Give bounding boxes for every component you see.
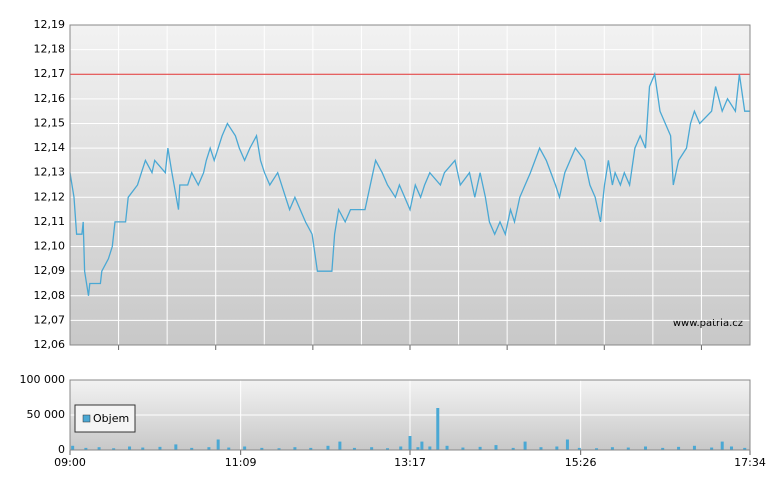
volume-bar — [386, 448, 390, 450]
volume-bar — [190, 447, 194, 450]
volume-bar — [461, 447, 465, 450]
x-tick-label: 15:26 — [565, 456, 597, 469]
volume-bar — [729, 446, 733, 450]
volume-bar — [416, 447, 420, 450]
volume-bar — [511, 447, 515, 450]
volume-bar — [595, 448, 599, 450]
y-tick-label: 12,06 — [34, 338, 66, 351]
volume-bar — [720, 441, 724, 450]
volume-bar — [174, 444, 178, 450]
x-tick-label: 11:09 — [225, 456, 257, 469]
y-tick-label: 12,14 — [34, 141, 66, 154]
volume-bar — [539, 447, 543, 450]
y-tick-label: 12,15 — [34, 116, 66, 129]
y-tick-label: 0 — [58, 443, 65, 456]
y-tick-label: 12,08 — [34, 289, 66, 302]
y-tick-label: 12,18 — [34, 43, 66, 56]
volume-bar — [710, 447, 714, 450]
legend-swatch — [82, 414, 91, 423]
volume-bar — [523, 441, 527, 450]
volume-bar — [243, 446, 247, 450]
volume-bar — [565, 439, 569, 450]
y-tick-label: 12,09 — [34, 264, 66, 277]
y-tick-label: 12,19 — [34, 18, 66, 31]
y-tick-label: 12,16 — [34, 92, 66, 105]
volume-bar — [158, 446, 162, 450]
plot-frame — [69, 24, 751, 346]
volume-bar — [128, 446, 132, 450]
watermark: www.patria.cz — [673, 318, 743, 329]
y-tick-label: 12,07 — [34, 313, 66, 326]
volume-bar — [370, 447, 374, 450]
volume-bar — [326, 445, 330, 450]
x-tick-label: 09:00 — [54, 456, 86, 469]
volume-bar — [478, 446, 482, 450]
volume-bar — [626, 447, 630, 450]
volume-bar — [420, 441, 424, 450]
volume-bar — [84, 447, 88, 450]
volume-bar — [661, 447, 665, 450]
volume-bar — [97, 447, 101, 450]
y-tick-label: 12,11 — [34, 215, 66, 228]
volume-bar — [436, 408, 440, 450]
volume-bar — [555, 446, 559, 450]
volume-bar — [227, 447, 231, 450]
y-tick-label: 12,12 — [34, 190, 66, 203]
y-tick-label: 12,17 — [34, 67, 66, 80]
volume-bar — [677, 446, 681, 450]
y-tick-label: 12,13 — [34, 166, 66, 179]
volume-bar — [338, 441, 342, 450]
volume-bar — [71, 445, 75, 450]
volume-bar — [216, 439, 220, 450]
volume-bar — [743, 447, 747, 450]
y-tick-label: 12,10 — [34, 240, 66, 253]
volume-bar — [445, 445, 449, 450]
volume-bar — [494, 445, 498, 450]
volume-bar — [352, 447, 356, 450]
price-line — [69, 71, 750, 296]
volume-bar — [610, 447, 614, 450]
volume-bar — [277, 448, 281, 450]
volume-bar — [692, 445, 696, 450]
legend-label: Objem — [93, 412, 129, 425]
y-tick-label: 100 000 — [20, 373, 66, 386]
y-tick-label: 50 000 — [27, 408, 66, 421]
volume-bar — [399, 446, 403, 450]
x-tick-label: 13:17 — [394, 456, 426, 469]
volume-bar — [207, 447, 211, 450]
x-tick-label: 17:34 — [734, 456, 766, 469]
vertical-grid — [69, 25, 751, 350]
volume-bar — [260, 447, 264, 450]
volume-bar — [643, 446, 647, 450]
volume-bar — [309, 447, 313, 450]
plot-frame — [69, 379, 751, 451]
volume-bar — [293, 447, 297, 450]
volume-bar — [428, 446, 432, 450]
volume-bar — [408, 436, 412, 450]
volume-bar — [112, 448, 116, 450]
volume-bar — [577, 447, 581, 450]
volume-bar — [141, 447, 145, 450]
